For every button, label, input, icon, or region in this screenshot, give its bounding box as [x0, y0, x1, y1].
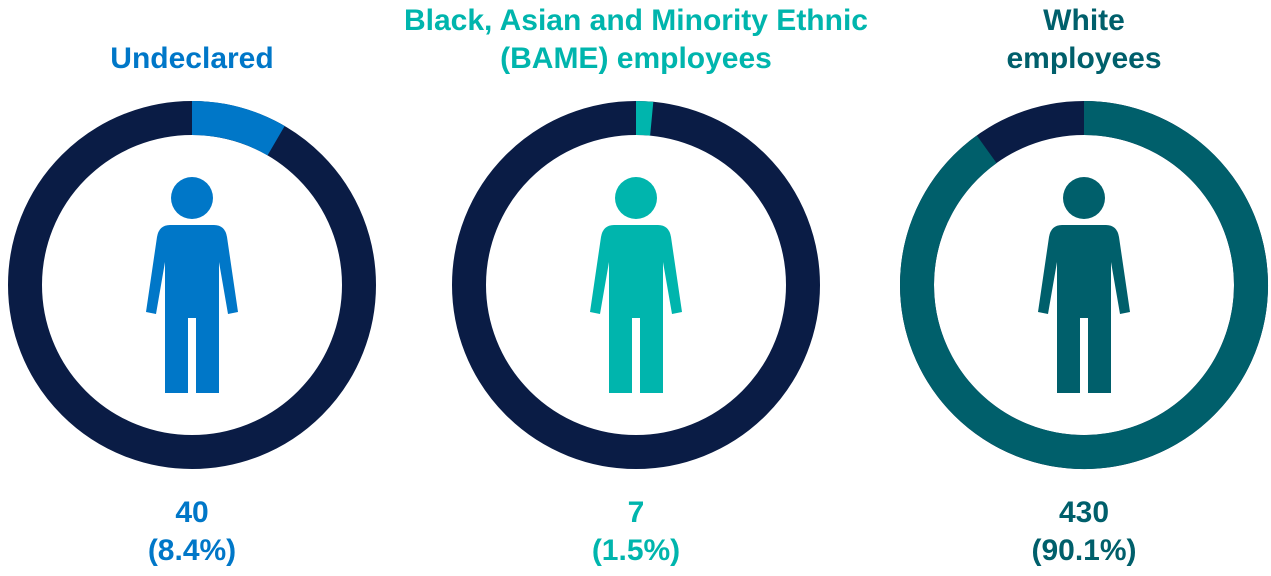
person-head — [1063, 177, 1105, 219]
count-label: 7 — [628, 496, 645, 529]
percent-label: (8.4%) — [148, 534, 236, 567]
count-label: 430 — [1059, 496, 1109, 529]
donut-title: Undeclared — [110, 42, 273, 75]
person-head — [615, 177, 657, 219]
person-body — [1038, 225, 1130, 393]
person-body — [146, 225, 238, 393]
count-label: 40 — [175, 496, 208, 529]
donut-segment — [635, 101, 654, 136]
donut-segment — [900, 101, 1268, 469]
donut-title: White — [1043, 4, 1125, 37]
donut-title: (BAME) employees — [500, 42, 772, 75]
percent-label: (90.1%) — [1031, 534, 1136, 567]
percent-label: (1.5%) — [592, 534, 680, 567]
donut-title: employees — [1006, 42, 1161, 75]
donut-title: Black, Asian and Minority Ethnic — [404, 4, 868, 37]
person-head — [171, 177, 213, 219]
person-body — [590, 225, 682, 393]
donut-segment — [191, 101, 285, 156]
